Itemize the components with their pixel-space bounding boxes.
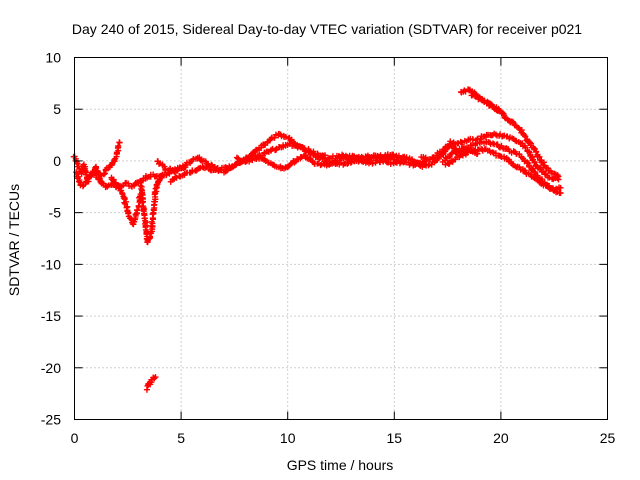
data-point — [512, 137, 519, 144]
data-points — [70, 86, 564, 393]
x-tick-label: 10 — [280, 430, 296, 446]
y-tick-label: -5 — [49, 205, 62, 221]
x-tick-label: 15 — [387, 430, 403, 446]
data-point — [100, 171, 107, 178]
data-point — [137, 182, 144, 189]
data-point — [287, 161, 294, 168]
y-tick-label: -10 — [41, 256, 61, 272]
data-point — [425, 162, 432, 169]
data-point — [531, 168, 538, 175]
data-point — [158, 173, 165, 180]
y-tick-label: -15 — [41, 308, 61, 324]
y-tick-label: -20 — [41, 360, 61, 376]
data-point — [317, 162, 324, 169]
ticks: 0 5 10 15 20 25 10 5 0 -5 -10 -15 -20 -25 — [41, 50, 616, 447]
data-point — [555, 173, 562, 180]
data-point — [166, 170, 173, 177]
data-point — [557, 189, 564, 196]
grid — [74, 57, 608, 420]
data-point — [489, 149, 496, 156]
data-point — [115, 182, 122, 189]
data-point — [495, 143, 502, 150]
plot-frame — [74, 57, 608, 420]
y-axis-label: SDTVAR / TECUs — [6, 184, 22, 296]
x-tick-label: 25 — [600, 430, 616, 446]
data-point — [123, 204, 130, 211]
x-tick-label: 5 — [177, 430, 185, 446]
x-axis-label: GPS time / hours — [287, 457, 394, 473]
data-point — [531, 158, 538, 165]
data-point — [489, 140, 496, 147]
data-point — [464, 149, 471, 156]
data-point — [500, 110, 507, 117]
data-point — [79, 183, 86, 190]
data-point — [557, 184, 564, 191]
y-tick-label: 0 — [53, 153, 61, 169]
data-point — [152, 185, 159, 192]
data-point — [116, 139, 123, 146]
y-tick-label: 5 — [53, 101, 61, 117]
data-point — [115, 142, 122, 149]
data-point — [526, 139, 533, 146]
data-point — [509, 118, 516, 125]
data-point — [524, 159, 531, 166]
x-tick-label: 0 — [71, 430, 79, 446]
data-point — [152, 374, 159, 381]
y-tick-label: 10 — [45, 50, 61, 66]
x-tick-label: 20 — [493, 430, 509, 446]
data-point — [134, 207, 141, 214]
data-point — [151, 375, 158, 382]
chart-title: Day 240 of 2015, Sidereal Day-to-day VTE… — [72, 21, 582, 37]
data-point — [463, 148, 470, 155]
data-point — [111, 156, 118, 163]
data-point — [501, 114, 508, 121]
y-tick-label: -25 — [41, 412, 61, 428]
data-point — [339, 151, 346, 158]
data-point — [387, 161, 394, 168]
data-point — [147, 233, 154, 240]
data-point — [139, 199, 146, 206]
data-point — [533, 148, 540, 155]
